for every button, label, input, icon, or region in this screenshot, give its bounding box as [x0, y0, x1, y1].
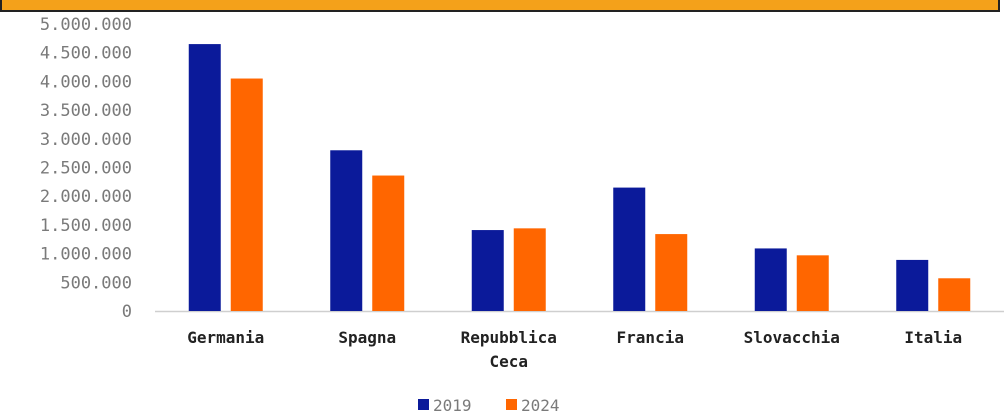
bar-2024-francia [655, 234, 688, 311]
x-tick-label: Spagna [338, 328, 396, 347]
bar-2019-slovacchia [754, 248, 787, 311]
y-tick-label: 500.000 [60, 273, 132, 293]
header-bar [0, 0, 1000, 12]
bar-2019-francia [613, 187, 646, 311]
bar-2024-italia [938, 278, 971, 311]
bar-2024-spagna [372, 175, 405, 311]
y-tick-label: 1.500.000 [40, 216, 132, 236]
x-tick-label: Germania [187, 328, 264, 347]
x-tick-label: Ceca [489, 352, 528, 371]
legend-label: 2019 [433, 396, 472, 413]
bar-2019-repubblica-ceca [471, 230, 504, 311]
legend-label: 2024 [521, 396, 560, 413]
x-tick-label: Repubblica [461, 328, 557, 347]
x-tick-label: Francia [617, 328, 684, 347]
bar-2019-italia [896, 259, 929, 311]
bar-2019-germania [188, 44, 221, 312]
bars-group [188, 44, 971, 312]
y-tick-label: 3.000.000 [40, 130, 132, 150]
bar-2024-slovacchia [796, 255, 829, 311]
legend: 2019 2024 [418, 396, 560, 413]
y-tick-label: 0 [122, 302, 132, 322]
y-axis: 0 500.000 1.000.000 1.500.000 2.000.000 2.500… [40, 15, 132, 322]
bar-2019-spagna [330, 150, 363, 311]
x-axis-labels: Germania Spagna Repubblica Ceca Francia Slova… [187, 328, 962, 371]
y-tick-label: 4.500.000 [40, 44, 132, 64]
y-tick-label: 2.500.000 [40, 159, 132, 179]
y-tick-label: 2.000.000 [40, 187, 132, 207]
y-tick-label: 3.500.000 [40, 101, 132, 121]
y-tick-label: 1.000.000 [40, 245, 132, 265]
x-tick-label: Slovacchia [744, 328, 840, 347]
y-tick-label: 4.000.000 [40, 72, 132, 92]
legend-swatch-2019 [418, 399, 429, 410]
legend-swatch-2024 [506, 399, 517, 410]
bar-2024-repubblica-ceca [513, 228, 546, 311]
x-tick-label: Italia [904, 328, 962, 347]
y-tick-label: 5.000.000 [40, 15, 132, 35]
bar-2024-germania [230, 78, 263, 311]
